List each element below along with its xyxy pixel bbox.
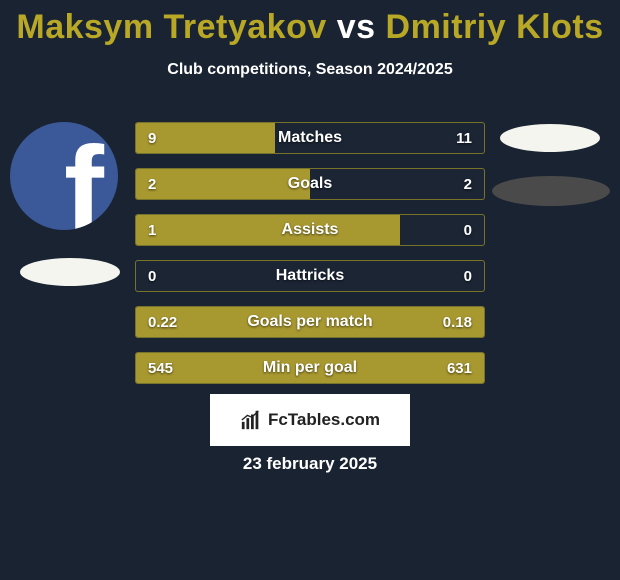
stat-label: Matches <box>136 123 484 153</box>
stat-label: Goals per match <box>136 307 484 337</box>
comparison-title: Maksym Tretyakov vs Dmitriy Klots <box>0 0 620 47</box>
stat-value-right: 0 <box>464 261 472 291</box>
player2-name: Dmitriy Klots <box>386 8 604 46</box>
stat-value-right: 0.18 <box>443 307 472 337</box>
stat-row: 545Min per goal631 <box>135 352 485 384</box>
brand-box[interactable]: FcTables.com <box>210 394 410 446</box>
stat-value-right: 631 <box>447 353 472 383</box>
brand-text: FcTables.com <box>268 410 380 430</box>
stat-label: Hattricks <box>136 261 484 291</box>
stat-row: 1Assists0 <box>135 214 485 246</box>
player2-flag-bottom <box>492 176 610 206</box>
player1-avatar <box>10 122 118 230</box>
stat-label: Min per goal <box>136 353 484 383</box>
stat-value-right: 0 <box>464 215 472 245</box>
chart-icon <box>240 409 262 431</box>
stats-container: 9Matches112Goals21Assists00Hattricks00.2… <box>135 122 485 398</box>
stat-row: 2Goals2 <box>135 168 485 200</box>
subtitle: Club competitions, Season 2024/2025 <box>0 61 620 79</box>
date-text: 23 february 2025 <box>0 454 620 474</box>
player1-name: Maksym Tretyakov <box>16 8 326 46</box>
stat-value-right: 11 <box>456 123 472 153</box>
player2-flag-top <box>500 124 600 152</box>
stat-label: Goals <box>136 169 484 199</box>
stat-row: 0.22Goals per match0.18 <box>135 306 485 338</box>
stat-row: 0Hattricks0 <box>135 260 485 292</box>
vs-text: vs <box>337 8 376 46</box>
stat-row: 9Matches11 <box>135 122 485 154</box>
player1-flag <box>20 258 120 286</box>
stat-value-right: 2 <box>464 169 472 199</box>
stat-label: Assists <box>136 215 484 245</box>
